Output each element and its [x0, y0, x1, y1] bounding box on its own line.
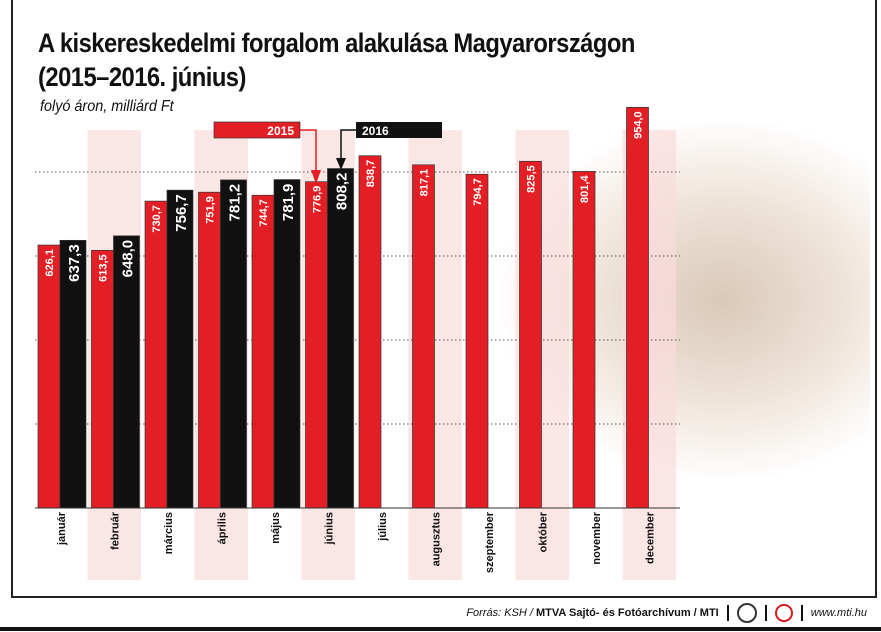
bar-2016	[273, 179, 301, 509]
arrow-head-2015	[311, 170, 321, 184]
data-label-2015: 794,7	[472, 178, 484, 206]
website-url[interactable]: www.mti.hu	[810, 607, 867, 619]
bar-2015	[251, 194, 275, 509]
bar-2015	[412, 164, 435, 509]
data-label-2015: 776,9	[312, 186, 324, 214]
bar-2016	[59, 239, 87, 509]
data-label-2015: 613,5	[98, 254, 110, 282]
category-label: november	[591, 511, 603, 564]
bar-2016	[113, 235, 140, 509]
divider	[800, 605, 803, 621]
title-line-2: (2015–2016. június)	[38, 62, 246, 92]
data-label-2015: 744,7	[258, 199, 270, 227]
category-label: június	[323, 512, 335, 545]
legend-2015-label: 2015	[267, 124, 294, 138]
data-label-2016: 648,0	[120, 240, 137, 278]
bar-2015	[465, 173, 489, 509]
category-label: október	[537, 511, 549, 552]
legend-2016-arrow	[340, 129, 356, 165]
divider	[726, 605, 729, 621]
bar-2016	[166, 189, 194, 509]
bar-2015	[305, 181, 328, 509]
data-label-2015: 626,1	[44, 249, 56, 277]
data-label-2015: 838,7	[365, 160, 377, 188]
category-label: december	[644, 511, 656, 564]
frame	[11, 0, 877, 598]
mtva-logo	[736, 603, 757, 623]
chart-title: A kiskereskedelmi forgalom alakulása Mag…	[38, 26, 830, 94]
data-label-2016: 637,3	[66, 244, 83, 282]
bar-chart: 626,1 637,3 január 613,5 648,0 február 730,7 75…	[35, 106, 680, 580]
category-label: július	[377, 512, 389, 542]
bar-2015	[358, 155, 382, 509]
data-label-2016: 781,2	[227, 184, 244, 222]
data-label-2016: 808,2	[334, 173, 351, 211]
source-text: Forrás: KSH / MTVA Sajtó- és Fotóarchívu…	[466, 607, 719, 619]
category-label: március	[163, 512, 175, 554]
bar-2015	[198, 191, 221, 509]
arrow-head-2016	[336, 158, 346, 170]
bar-2015	[144, 200, 168, 509]
data-label-2015: 801,4	[579, 175, 591, 203]
category-label: április	[216, 512, 228, 544]
data-label-2015: 825,5	[526, 165, 538, 193]
category-label: szeptember	[484, 511, 496, 573]
bar-2015	[37, 244, 61, 509]
bar-2016	[327, 168, 354, 509]
data-label-2016: 756,7	[173, 194, 190, 232]
data-label-2016: 781,9	[280, 184, 297, 222]
category-label: augusztus	[430, 512, 442, 566]
data-label-2015: 751,9	[205, 196, 217, 224]
category-label: január	[56, 511, 68, 546]
chart-subtitle: folyó áron, milliárd Ft	[40, 98, 174, 115]
legend-2015-arrow	[300, 129, 317, 178]
data-label-2015: 730,7	[151, 205, 163, 233]
title-line-1: A kiskereskedelmi forgalom alakulása Mag…	[38, 28, 635, 58]
data-label-2015: 817,1	[419, 169, 431, 197]
bar-2015	[91, 249, 114, 509]
bar-2016	[220, 179, 247, 509]
divider	[764, 605, 767, 621]
mti-logo	[774, 604, 793, 622]
bar-2015	[519, 160, 542, 509]
legend-2016-label: 2016	[362, 124, 389, 138]
bar-2015	[572, 171, 596, 509]
data-label-2015: 954,0	[633, 111, 645, 139]
category-label: február	[109, 511, 121, 550]
bar-2015	[626, 106, 649, 509]
footer: Forrás: KSH / MTVA Sajtó- és Fotóarchívu…	[466, 603, 867, 623]
category-label: május	[270, 512, 282, 544]
legend-2016-box	[356, 122, 442, 138]
bottom-rule	[0, 627, 881, 631]
